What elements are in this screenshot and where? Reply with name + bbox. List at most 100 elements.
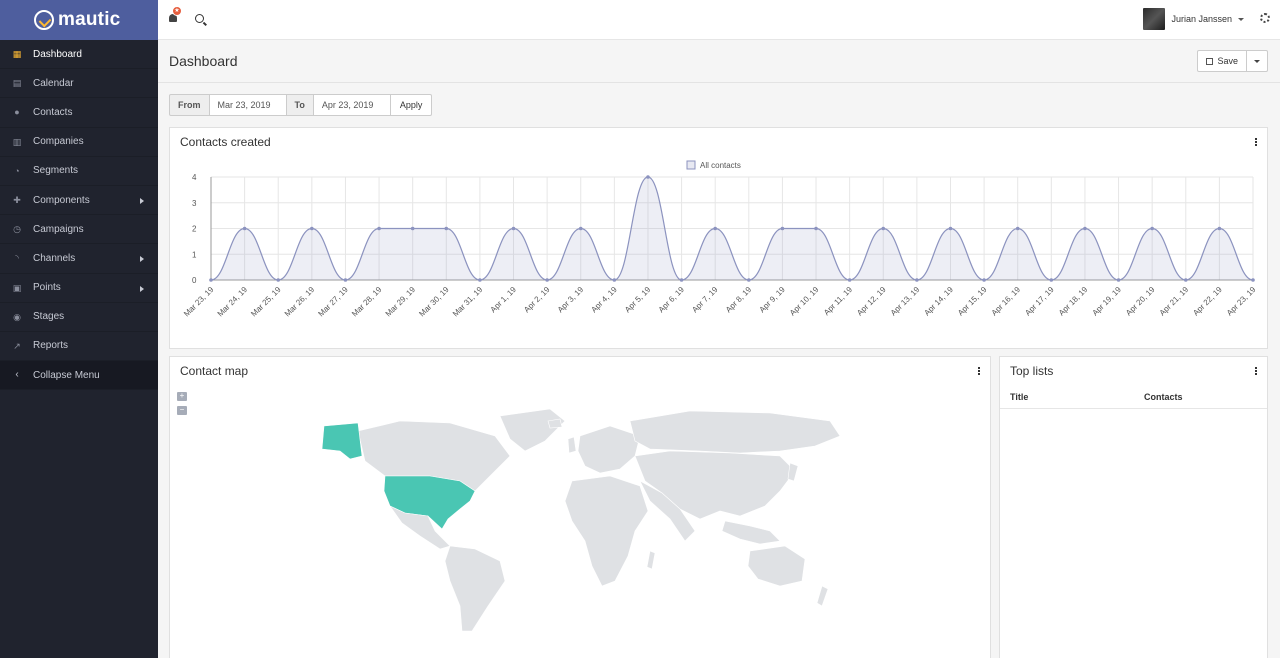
sidebar-item-label: Contacts xyxy=(33,106,73,118)
sidebar-item-stages[interactable]: ◉ Stages xyxy=(0,303,158,332)
map-region xyxy=(629,410,841,454)
data-point xyxy=(780,226,785,231)
notifications-button[interactable]: ★ xyxy=(168,6,182,24)
data-point xyxy=(1150,226,1154,231)
save-button[interactable]: Save xyxy=(1197,50,1247,72)
save-button-group: Save xyxy=(1197,50,1268,72)
line-chart-icon: ↗ xyxy=(13,340,21,351)
sidebar-item-components[interactable]: ✚ Components xyxy=(0,186,158,216)
legend-label: All contacts xyxy=(700,161,741,170)
search-icon[interactable] xyxy=(195,14,204,23)
collapse-menu-label: Collapse Menu xyxy=(33,369,100,381)
widget-title: Top lists xyxy=(1010,364,1054,378)
data-point xyxy=(242,226,247,231)
column-header-contacts[interactable]: Contacts xyxy=(1144,392,1183,402)
clock-icon: ◷ xyxy=(13,224,21,235)
x-tick-label: Mar 25, 19 xyxy=(249,285,283,319)
x-tick-label: Apr 8, 19 xyxy=(724,285,754,315)
data-point xyxy=(1049,278,1054,282)
sidebar-item-label: Points xyxy=(33,282,61,294)
sidebar-item-label: Dashboard xyxy=(33,48,82,60)
widget-menu-icon[interactable] xyxy=(1255,367,1257,376)
caret-down-icon xyxy=(1238,17,1244,21)
sidebar-item-campaigns[interactable]: ◷ Campaigns xyxy=(0,215,158,245)
data-point xyxy=(948,226,953,231)
data-point xyxy=(1116,278,1121,282)
widget-title: Contacts created xyxy=(180,135,271,149)
sidebar-item-label: Segments xyxy=(33,165,79,177)
map-region xyxy=(444,545,506,632)
map-region xyxy=(321,422,363,460)
x-tick-label: Apr 4, 19 xyxy=(589,285,619,315)
brand-logo[interactable]: mautic xyxy=(0,0,158,40)
date-range-filter: From To Apply xyxy=(169,94,433,116)
data-point xyxy=(578,226,583,231)
series-line xyxy=(210,176,1254,281)
collapse-menu-button[interactable]: ‹ Collapse Menu xyxy=(0,361,158,391)
sidebar-item-calendar[interactable]: ▤ Calendar xyxy=(0,69,158,99)
sidebar-item-label: Components xyxy=(33,194,90,206)
map-region xyxy=(639,480,696,542)
caret-down-icon xyxy=(1254,59,1260,63)
caret-right-icon xyxy=(140,256,144,263)
user-icon: ● xyxy=(14,107,20,118)
map-region xyxy=(721,520,781,545)
to-date-input[interactable] xyxy=(313,94,391,116)
apply-button[interactable]: Apply xyxy=(390,94,433,116)
sidebar-item-channels[interactable]: ◝ Channels xyxy=(0,244,158,274)
widget-menu-icon[interactable] xyxy=(1255,138,1257,147)
user-name: Jurian Janssen xyxy=(1171,14,1232,24)
calendar-icon: ▤ xyxy=(12,78,22,89)
y-tick-label: 4 xyxy=(192,173,197,182)
y-tick-label: 3 xyxy=(192,199,197,208)
map-region xyxy=(577,425,641,474)
column-header-title[interactable]: Title xyxy=(1010,392,1029,402)
x-tick-label: Mar 24, 19 xyxy=(216,285,250,319)
to-label: To xyxy=(286,94,314,116)
data-point xyxy=(444,226,449,231)
legend-swatch xyxy=(686,160,696,170)
map-region xyxy=(747,545,806,587)
sidebar-item-contacts[interactable]: ● Contacts xyxy=(0,98,158,128)
data-point xyxy=(276,278,281,282)
data-point xyxy=(209,278,213,282)
header-divider xyxy=(158,82,1280,83)
top-bar: ★ Jurian Janssen xyxy=(158,0,1280,40)
map-region xyxy=(499,408,566,452)
widget-title: Contact map xyxy=(180,364,249,378)
contacts-created-widget: 0 1 2 3 4 Mar 23, 19 Mar 24, 19 Mar 25, 19 Mar 2… xyxy=(169,127,1268,349)
sidebar-item-dashboard[interactable]: ▦ Dashboard xyxy=(0,40,158,70)
x-tick-label: Apr 19, 19 xyxy=(1090,285,1123,318)
from-date-input[interactable] xyxy=(209,94,287,116)
x-tick-label: Apr 14, 19 xyxy=(922,285,955,318)
caret-right-icon xyxy=(140,197,144,204)
widget-menu-icon[interactable] xyxy=(978,367,980,376)
x-tick-label: Mar 23, 19 xyxy=(182,285,216,319)
x-tick-label: Apr 11, 19 xyxy=(822,285,854,317)
bell-icon xyxy=(169,14,177,22)
zoom-in-button[interactable]: + xyxy=(177,392,187,401)
x-tick-label: Mar 27, 19 xyxy=(316,285,350,319)
user-menu[interactable]: Jurian Janssen xyxy=(1143,8,1244,30)
x-tick-label: Apr 21, 19 xyxy=(1158,285,1191,318)
x-tick-label: Apr 1, 19 xyxy=(489,285,519,315)
data-point xyxy=(679,278,684,282)
calculator-icon: ▣ xyxy=(12,282,22,293)
sidebar-item-label: Stages xyxy=(33,311,65,323)
save-dropdown-toggle[interactable] xyxy=(1247,50,1268,72)
gear-icon[interactable] xyxy=(1260,13,1270,23)
sidebar-item-reports[interactable]: ↗ Reports xyxy=(0,332,158,362)
map-region xyxy=(547,418,563,429)
save-button-label: Save xyxy=(1217,56,1238,66)
sidebar-item-companies[interactable]: ▥ Companies xyxy=(0,128,158,157)
x-tick-label: Mar 28, 19 xyxy=(350,285,384,319)
page-title: Dashboard xyxy=(169,53,238,69)
mautic-logo-icon xyxy=(34,10,54,30)
x-tick-label: Mar 30, 19 xyxy=(417,285,451,319)
data-point xyxy=(847,278,852,282)
sidebar-item-points[interactable]: ▣ Points xyxy=(0,274,158,303)
x-tick-label: Apr 2, 19 xyxy=(522,285,552,315)
sidebar-item-segments[interactable]: ◔ Segments xyxy=(0,157,158,186)
zoom-out-button[interactable]: − xyxy=(177,406,187,415)
